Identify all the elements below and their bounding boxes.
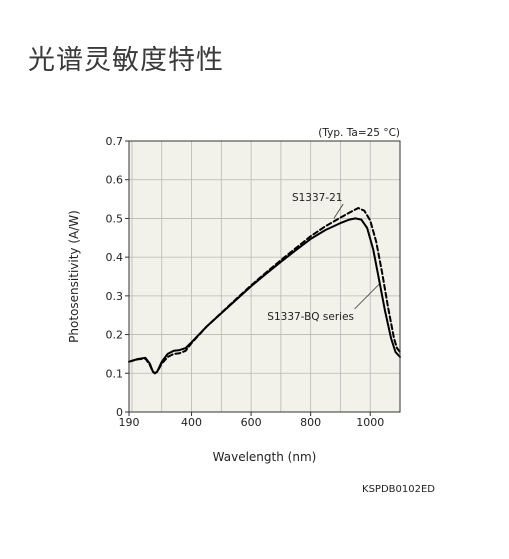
y-tick-label: 0.7: [106, 135, 124, 148]
y-tick-label: 0.2: [106, 329, 124, 342]
document-code: KSPDB0102ED: [362, 484, 435, 495]
x-tick-label: 800: [300, 416, 321, 429]
x-axis-label: Wavelength (nm): [213, 450, 317, 464]
annotation-leader-line: [354, 283, 380, 310]
y-tick-label: 0.1: [106, 367, 124, 380]
series-annotation-label: S1337-21: [292, 192, 343, 204]
y-tick-label: 0.3: [106, 290, 124, 303]
page-title: 光谱灵敏度特性: [28, 45, 224, 76]
x-tick-label: 190: [119, 416, 140, 429]
x-tick-label: 400: [181, 416, 202, 429]
x-tick-label: 1000: [356, 416, 384, 429]
plot-frame: [128, 140, 401, 413]
y-axis-label: Photosensitivity (A/W): [67, 210, 81, 343]
annotation-leader-line: [333, 203, 344, 219]
y-tick-label: 0.5: [106, 212, 124, 225]
plot-area: [129, 141, 400, 412]
y-tick-label: 0.6: [106, 174, 124, 187]
x-tick-label: 600: [241, 416, 262, 429]
condition-note: (Typ. Ta=25 °C): [318, 127, 400, 139]
y-tick-label: 0.4: [106, 251, 124, 264]
series-annotation-label: S1337-BQ series: [267, 311, 354, 323]
y-tick-label: 0: [116, 406, 123, 419]
series-line-dashed: [128, 207, 401, 375]
